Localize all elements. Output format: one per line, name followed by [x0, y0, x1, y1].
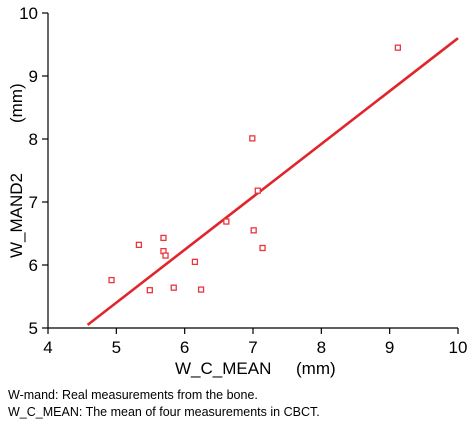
data-point [394, 44, 402, 51]
y-axis-unit: (mm) [7, 83, 26, 123]
data-point [259, 244, 266, 252]
data-point [170, 284, 177, 291]
data-point [191, 258, 199, 266]
data-point [249, 135, 256, 142]
x-tick-label: 6 [180, 338, 189, 357]
y-tick-label: 10 [19, 4, 38, 23]
data-points [108, 44, 402, 294]
x-tick-label: 5 [112, 338, 121, 357]
x-tick-label: 10 [449, 338, 468, 357]
data-point [135, 241, 143, 248]
x-tick-label: 8 [317, 338, 326, 357]
data-point [250, 227, 257, 234]
data-point [108, 276, 115, 284]
data-point [146, 287, 153, 294]
y-tick-label: 6 [29, 256, 38, 275]
data-point [197, 286, 205, 293]
x-tick-label: 9 [385, 338, 394, 357]
data-point [160, 234, 167, 242]
y-tick-label: 7 [29, 193, 38, 212]
caption-line-2: W_C_MEAN: The mean of four measurements … [8, 405, 320, 419]
data-point [162, 252, 169, 259]
y-tick-label: 9 [29, 67, 38, 86]
regression-line [86, 37, 459, 326]
y-tick-label: 8 [29, 130, 38, 149]
x-axis-unit: (mm) [296, 359, 336, 378]
data-point [254, 187, 261, 194]
y-axis-label: W_MAND2 [7, 173, 26, 258]
x-tick-label: 4 [43, 338, 52, 357]
data-point [223, 218, 230, 225]
tick-marks [42, 12, 459, 334]
x-tick-label: 7 [248, 338, 257, 357]
caption-line-1: W-mand: Real measurements from the bone. [8, 388, 258, 402]
y-tick-label: 5 [29, 319, 38, 338]
x-axis-label: W_C_MEAN [175, 359, 271, 378]
